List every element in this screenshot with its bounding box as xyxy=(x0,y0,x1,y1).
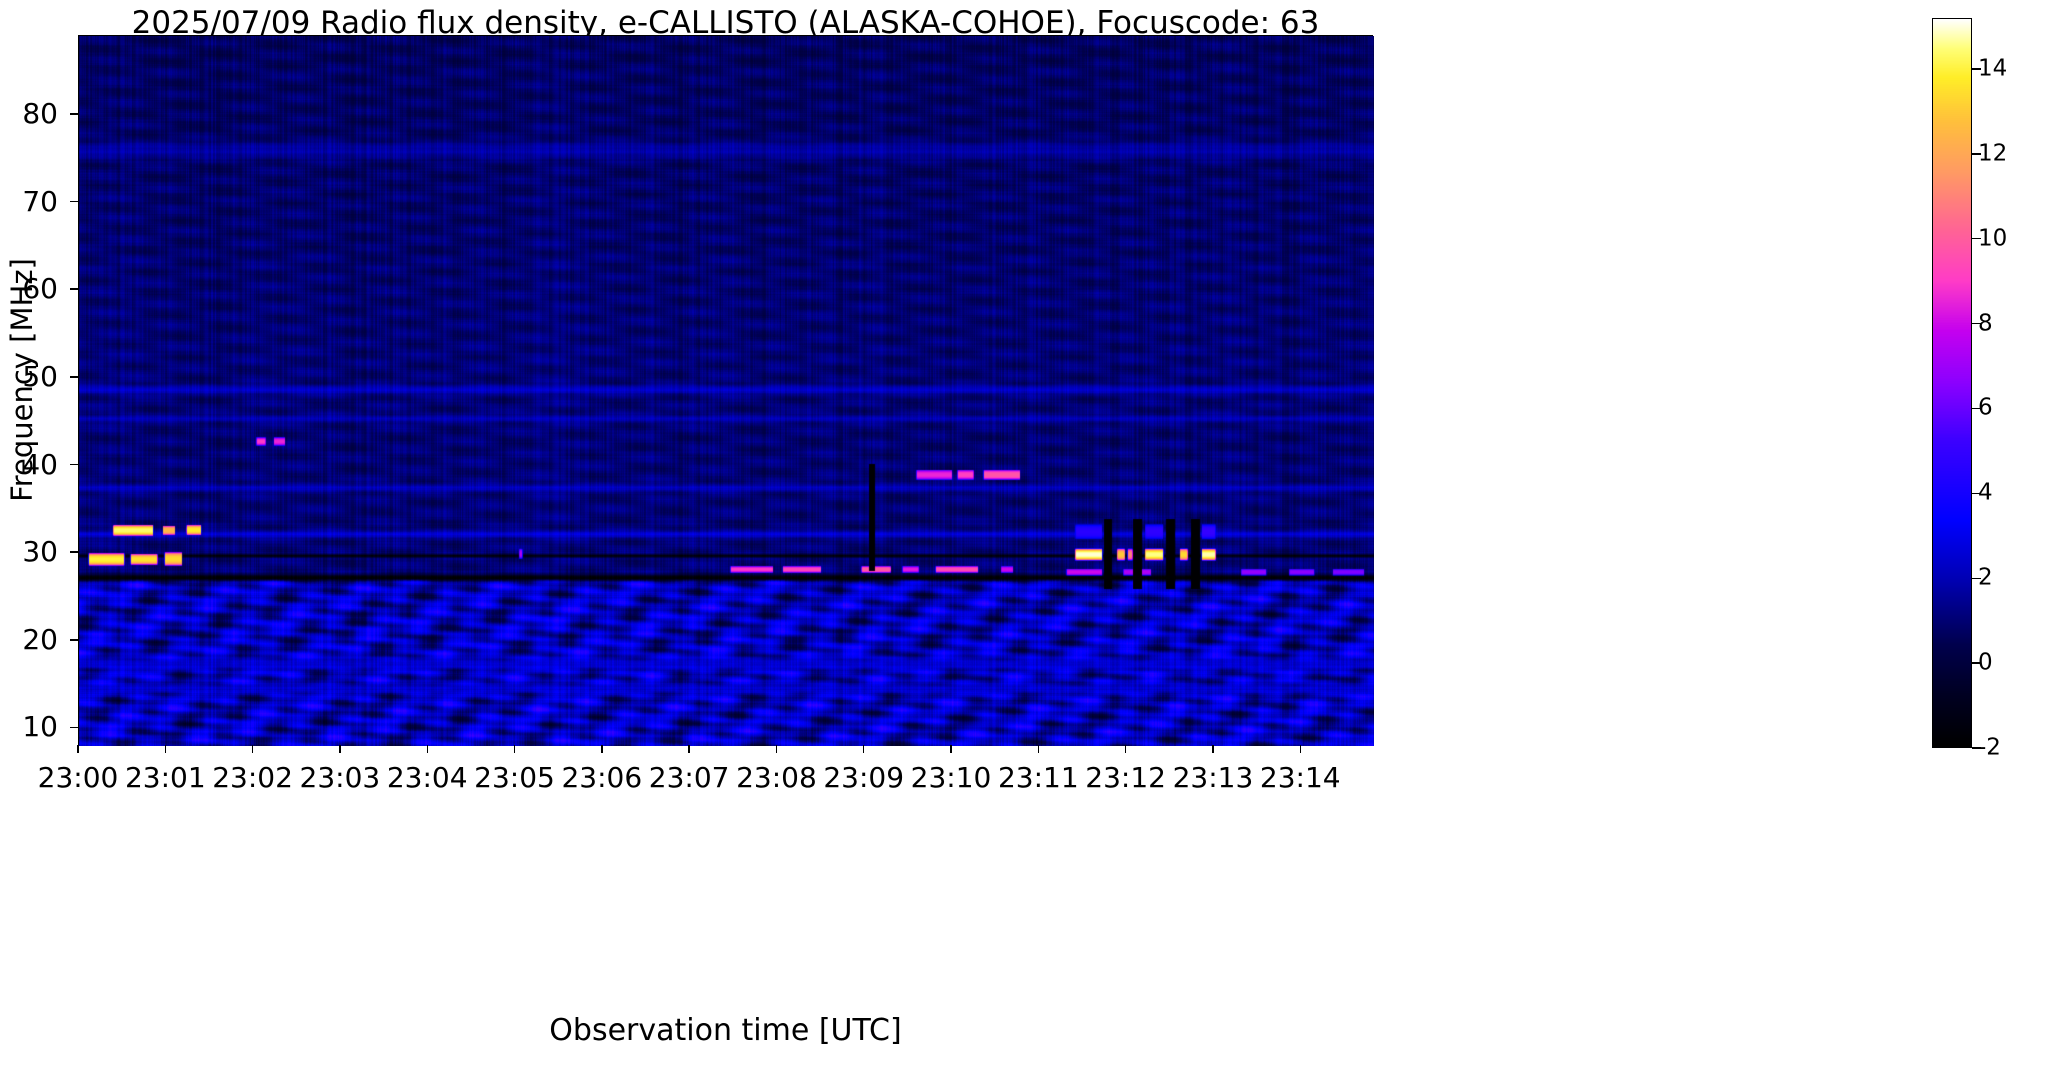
y-axis-tick-mark xyxy=(70,639,78,641)
colorbar-tick-mark xyxy=(1972,662,1981,664)
x-axis-tick-label: 23:02 xyxy=(212,761,293,794)
colorbar-tick-label: 14 xyxy=(1978,55,2008,82)
colorbar[interactable] xyxy=(1932,18,1972,748)
x-axis-tick-mark xyxy=(77,745,79,753)
x-axis-tick-label: 23:03 xyxy=(299,761,381,794)
colorbar-tick-label: 0 xyxy=(1978,649,1993,676)
x-axis-tick-label: 23:10 xyxy=(910,761,992,794)
x-axis-tick-label: 23:01 xyxy=(124,761,206,794)
x-axis-tick-label: 23:14 xyxy=(1259,761,1341,794)
colorbar-gradient xyxy=(1933,19,1971,747)
colorbar-tick-label: 12 xyxy=(1978,140,2008,167)
y-axis-tick-mark xyxy=(70,288,78,290)
colorbar-tick-label: 6 xyxy=(1978,394,1993,421)
colorbar-tick-label: 2 xyxy=(1978,564,1993,591)
colorbar-tick-label: -2 xyxy=(1978,734,2001,761)
x-axis-tick-mark xyxy=(863,745,865,753)
x-axis-ticks: 23:00 23:01 23:02 23:03 23:04 23:05 23:06 23:07… xyxy=(38,745,1373,795)
y-axis-tick-mark xyxy=(70,463,78,466)
spectrogram-plot-area[interactable] xyxy=(78,35,1374,746)
y-axis-tick-mark xyxy=(70,200,78,203)
x-axis-tick-label: 23:11 xyxy=(997,761,1079,794)
colorbar-ticks: -2 0 2 4 6 8 10 12 14 xyxy=(1932,18,2047,759)
x-axis-tick-label: 23:07 xyxy=(648,761,730,794)
colorbar-tick-mark xyxy=(1972,68,1981,70)
colorbar-tick-mark xyxy=(1972,577,1981,579)
x-axis-tick-mark xyxy=(426,745,428,753)
x-axis-tick-label: 23:09 xyxy=(823,761,905,794)
colorbar-tick-mark xyxy=(1972,492,1981,495)
x-axis-tick-mark xyxy=(513,745,516,753)
x-axis-tick-label: 23:05 xyxy=(474,761,555,794)
y-axis-tick-label: 40 xyxy=(22,447,58,481)
y-axis-tick-mark xyxy=(70,376,78,378)
x-axis-tick-mark xyxy=(688,745,690,753)
x-axis-label: Observation time [UTC] xyxy=(549,1013,902,1048)
colorbar-tick-mark xyxy=(1972,153,1981,155)
y-axis-tick-label: 70 xyxy=(22,184,58,218)
x-axis-tick-mark xyxy=(339,745,341,753)
x-axis-tick-label: 23:12 xyxy=(1085,761,1166,794)
x-axis-tick-label: 23:06 xyxy=(561,761,643,794)
x-axis-tick-mark xyxy=(775,745,778,753)
colorbar-tick-mark xyxy=(1972,747,1981,749)
page-title: 2025/07/09 Radio flux density, e-CALLIST… xyxy=(131,5,1320,41)
x-axis-tick-mark xyxy=(1212,745,1214,753)
x-axis-tick-mark xyxy=(1124,745,1127,753)
colorbar-tick-mark xyxy=(1972,407,1981,410)
x-axis-tick-mark xyxy=(1037,745,1040,753)
y-axis-ticks: 80 70 60 50 40 30 20 10 xyxy=(0,35,78,745)
x-axis-tick-label: 23:04 xyxy=(386,761,468,794)
x-axis-tick-mark xyxy=(251,745,254,753)
x-axis-tick-mark xyxy=(601,745,603,753)
colorbar-tick-label: 8 xyxy=(1978,310,1993,337)
y-axis-tick-label: 60 xyxy=(22,272,58,306)
y-axis-label-box: Frequency [MHz] xyxy=(0,35,39,745)
colorbar-tick-mark xyxy=(1972,322,1981,325)
x-axis-tick-mark xyxy=(164,745,166,753)
y-axis-tick-mark xyxy=(70,113,78,115)
y-axis-tick-mark xyxy=(70,726,78,729)
x-axis-tick-label: 23:00 xyxy=(37,761,119,794)
x-axis-tick-mark xyxy=(1299,745,1301,753)
y-axis-tick-label: 20 xyxy=(22,622,58,656)
y-axis-tick-label: 30 xyxy=(22,535,58,569)
y-axis-label: Frequency [MHz] xyxy=(5,258,39,502)
y-axis-tick-label: 10 xyxy=(22,710,58,744)
colorbar-tick-label: 10 xyxy=(1978,225,2008,252)
colorbar-tick-mark xyxy=(1972,237,1981,240)
colorbar-tick-label: 4 xyxy=(1978,479,1993,506)
x-axis-tick-label: 23:13 xyxy=(1172,761,1254,794)
spectrogram-canvas[interactable] xyxy=(79,36,1374,746)
x-axis-tick-mark xyxy=(950,745,952,753)
y-axis-tick-mark xyxy=(70,551,78,553)
x-axis-tick-label: 23:08 xyxy=(736,761,817,794)
y-axis-tick-label: 50 xyxy=(22,359,58,393)
y-axis-tick-label: 80 xyxy=(22,96,58,130)
